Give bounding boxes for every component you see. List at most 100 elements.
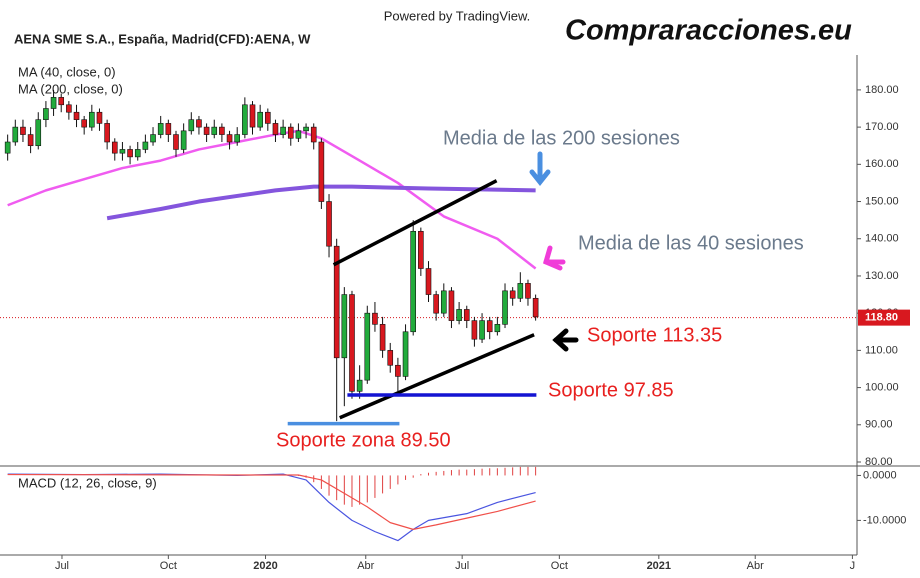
source: Powered by TradingView. bbox=[384, 8, 530, 23]
y-tick-label: 130.00 bbox=[865, 270, 899, 282]
candle-body bbox=[104, 123, 110, 143]
candle-body bbox=[494, 324, 501, 333]
candle-body bbox=[272, 123, 279, 135]
last-price-label: 118.80 bbox=[865, 312, 898, 324]
candle-body bbox=[471, 320, 478, 340]
macd-title: MACD (12, 26, close, 9) bbox=[18, 475, 157, 490]
candle-body bbox=[502, 290, 508, 325]
candle-body bbox=[280, 126, 286, 135]
y-tick-label: 180.00 bbox=[865, 84, 899, 96]
candle-body bbox=[73, 111, 80, 120]
x-tick-label: 2020 bbox=[253, 560, 277, 572]
candle-body bbox=[81, 119, 87, 128]
candle-body bbox=[463, 309, 470, 321]
candle-body bbox=[119, 149, 126, 154]
y-tick-label: 150.00 bbox=[865, 195, 899, 207]
y-tick-label: 100.00 bbox=[865, 381, 899, 393]
candle-body bbox=[27, 134, 34, 147]
annotation: Soporte 113.35 bbox=[587, 324, 722, 346]
annotation: Soporte zona 89.50 bbox=[276, 429, 451, 451]
candle-body bbox=[379, 324, 386, 351]
candle-body bbox=[226, 134, 233, 143]
arrow-blue bbox=[529, 151, 551, 187]
x-tick-label: Abr bbox=[357, 560, 374, 572]
candle-body bbox=[43, 108, 49, 120]
y-tick-label: 140.00 bbox=[865, 233, 899, 245]
candle-body bbox=[165, 123, 172, 135]
annotation: Media de las 200 sesiones bbox=[443, 127, 680, 149]
candle-body bbox=[479, 320, 485, 340]
candle-body bbox=[219, 126, 225, 135]
x-tick-label: Oct bbox=[551, 560, 568, 572]
candle-body bbox=[395, 364, 401, 377]
candle-body bbox=[150, 134, 156, 143]
last-price-box bbox=[858, 309, 910, 326]
candle-body bbox=[310, 126, 317, 143]
candle-body bbox=[372, 312, 378, 325]
y-tick-label: 160.00 bbox=[865, 158, 899, 170]
ma-line bbox=[106, 184, 536, 221]
candle-body bbox=[50, 97, 57, 109]
macd-y-tick-label: 0.0000 bbox=[863, 469, 897, 481]
x-tick-label: Oct bbox=[160, 560, 177, 572]
candle-body bbox=[196, 119, 202, 128]
candle-body bbox=[127, 149, 133, 158]
candle-body bbox=[326, 201, 332, 247]
legend-entry: MA (40, close, 0) bbox=[18, 64, 116, 79]
y-tick-label: 110.00 bbox=[865, 344, 898, 356]
candle-body bbox=[295, 130, 302, 139]
candle-body bbox=[4, 141, 11, 154]
arrow-pink bbox=[542, 245, 566, 271]
x-tick-label: Abr bbox=[747, 560, 764, 572]
candle-body bbox=[349, 294, 355, 392]
candle-body bbox=[20, 126, 26, 135]
candle-body bbox=[96, 111, 103, 124]
candle-body bbox=[433, 294, 439, 314]
x-tick-label: Jul bbox=[455, 560, 469, 572]
candle-body bbox=[509, 290, 516, 299]
candle-body bbox=[66, 104, 72, 113]
candle-body bbox=[111, 141, 118, 154]
candle-body bbox=[211, 126, 218, 135]
candle-body bbox=[448, 290, 455, 321]
candle-body bbox=[425, 268, 432, 295]
legend-entry: MA (200, close, 0) bbox=[18, 81, 123, 96]
candle-body bbox=[242, 104, 248, 135]
y-tick-label: 170.00 bbox=[865, 121, 899, 133]
candle-body bbox=[134, 149, 141, 158]
y-tick-label: 80.00 bbox=[865, 456, 893, 468]
trend-line bbox=[339, 333, 535, 420]
candle-body bbox=[333, 245, 340, 359]
candle-body bbox=[364, 312, 371, 381]
candle-body bbox=[341, 294, 348, 359]
candle-body bbox=[257, 111, 263, 128]
annotation: Soporte 97.85 bbox=[548, 379, 674, 401]
annotation: Media de las 40 sesiones bbox=[578, 232, 804, 254]
x-tick-label: 2021 bbox=[647, 560, 671, 572]
candle-body bbox=[234, 134, 241, 143]
candle-body bbox=[517, 283, 524, 299]
candle-body bbox=[318, 141, 325, 202]
candle-body bbox=[265, 111, 271, 124]
signal-line bbox=[7, 473, 536, 530]
candle-body bbox=[12, 126, 19, 143]
candle-body bbox=[418, 231, 424, 269]
x-tick-label: Jul bbox=[55, 560, 69, 572]
x-tick-label: J bbox=[850, 560, 856, 572]
candle-body bbox=[89, 111, 95, 128]
candle-body bbox=[58, 97, 65, 106]
candle-body bbox=[387, 350, 394, 366]
macd-y-tick-label: -10.0000 bbox=[863, 514, 906, 526]
chart-title: AENA SME S.A., España, Madrid(CFD):AENA,… bbox=[14, 31, 311, 46]
candle-body bbox=[402, 331, 409, 377]
logo: Compraracciones.eu bbox=[565, 15, 852, 47]
candle-body bbox=[303, 126, 309, 132]
trend-line bbox=[332, 179, 498, 267]
candle-body bbox=[188, 119, 195, 132]
candle-body bbox=[441, 290, 447, 314]
candle-body bbox=[157, 123, 164, 135]
candle-body bbox=[249, 104, 256, 128]
candle-body bbox=[486, 320, 493, 333]
